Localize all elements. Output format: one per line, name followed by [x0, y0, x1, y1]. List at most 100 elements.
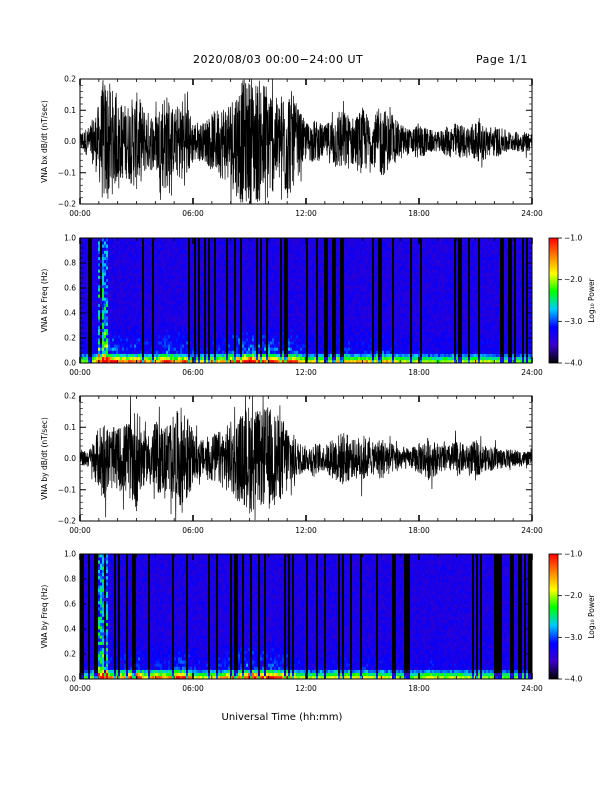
spectrogram-cell	[256, 341, 259, 345]
spectrogram-cell	[180, 359, 183, 364]
spectrogram-cell	[226, 306, 229, 311]
spectrogram-cell	[278, 238, 281, 242]
spectrogram-cell	[284, 253, 287, 258]
spectrogram-cell	[162, 331, 165, 336]
spectrogram-cell	[256, 269, 259, 273]
spectrogram-cell	[262, 341, 265, 345]
spectrogram-cell	[280, 284, 283, 289]
spectrogram-cell	[116, 347, 119, 351]
spectrogram-cell	[294, 250, 297, 254]
spectrogram-cell	[214, 291, 217, 295]
spectrogram-cell	[96, 253, 99, 258]
spectrogram-cell	[160, 250, 163, 254]
spectrogram-cell	[290, 241, 293, 245]
spectrogram-cell	[310, 322, 313, 326]
spectrogram-cell	[298, 306, 301, 311]
spectrogram-cell	[278, 244, 281, 248]
spectrogram-cell	[286, 278, 289, 283]
spectrogram-cell	[142, 313, 145, 317]
spectrogram-cell	[200, 253, 203, 258]
spectrogram-cell	[226, 297, 229, 301]
spectrogram-cell	[154, 297, 157, 301]
spectrogram-cell	[162, 247, 165, 251]
spectrogram-cell	[200, 306, 203, 311]
spectrogram-cell	[194, 328, 197, 333]
spectrogram-cell	[82, 306, 85, 311]
spectrogram-cell	[210, 338, 213, 342]
spectrogram-cell	[250, 263, 253, 267]
spectrogram-cell	[176, 316, 179, 320]
spectrogram-cell	[236, 284, 239, 289]
spectrogram-cell	[104, 338, 107, 342]
spectrogram-cell	[270, 313, 273, 317]
spectrogram-cell	[86, 278, 89, 283]
spectrogram-cell	[108, 347, 111, 351]
spectrogram-cell	[278, 325, 281, 329]
spectrogram-cell	[270, 284, 273, 289]
spectrogram-cell	[92, 272, 95, 276]
spectrogram-cell	[174, 331, 177, 336]
spectrogram-cell	[302, 288, 305, 292]
spectrogram-cell	[196, 259, 199, 264]
spectrogram-cell	[204, 294, 207, 298]
spectrogram-cell	[228, 253, 231, 258]
spectrogram-cell	[282, 341, 285, 345]
spectrogram-cell	[258, 338, 261, 342]
spectrogram-cell	[294, 281, 297, 286]
spectrogram-cell	[236, 244, 239, 248]
spectrogram-cell	[138, 350, 141, 354]
spectrogram-cell	[164, 300, 167, 304]
spectrogram-cell	[136, 238, 139, 242]
spectrogram-cell	[196, 325, 199, 329]
spectrogram-cell	[214, 359, 217, 364]
spectrogram-cell	[108, 266, 111, 270]
spectrogram-cell	[150, 250, 153, 254]
spectrogram-cell	[88, 238, 91, 242]
spectrogram-cell	[312, 238, 315, 242]
spectrogram-cell	[312, 309, 315, 314]
spectrogram-cell	[266, 353, 269, 358]
spectrogram-cell	[134, 281, 137, 286]
spectrogram-cell	[148, 300, 151, 304]
spectrogram-cell	[186, 309, 189, 314]
spectrogram-cell	[250, 350, 253, 354]
spectrogram-cell	[200, 356, 203, 361]
spectrogram-cell	[270, 309, 273, 314]
spectrogram-cell	[288, 247, 291, 251]
spectrogram-cell	[224, 334, 227, 339]
spectrogram-cell	[226, 303, 229, 308]
spectrogram-cell	[210, 272, 213, 276]
spectrogram-cell	[228, 313, 231, 317]
spectrogram-cell	[268, 275, 271, 279]
spectrogram-cell	[280, 353, 283, 358]
spectrogram-cell	[126, 328, 129, 333]
spectrogram-cell	[214, 303, 217, 308]
spectrogram-cell	[112, 281, 115, 286]
spectrogram-cell	[160, 266, 163, 270]
spectrogram-cell	[214, 241, 217, 245]
spectrogram-cell	[278, 288, 281, 292]
spectrogram-cell	[268, 359, 271, 364]
spectrogram-cell	[100, 300, 103, 304]
spectrogram-cell	[316, 350, 319, 354]
spectrogram-cell	[140, 250, 143, 254]
spectrogram-cell	[258, 356, 261, 361]
spectrogram-cell	[86, 300, 89, 304]
spectrogram-cell	[304, 331, 307, 336]
spectrogram-cell	[258, 309, 261, 314]
spectrogram-cell	[278, 266, 281, 270]
spectrogram-cell	[256, 259, 259, 264]
spectrogram-cell	[318, 269, 321, 273]
spectrogram-cell	[286, 259, 289, 264]
spectrogram-cell	[248, 288, 251, 292]
spectrogram-cell	[106, 328, 109, 333]
spectrogram-cell	[176, 331, 179, 336]
spectrogram-cell	[172, 288, 175, 292]
spectrogram-cell	[220, 341, 223, 345]
spectrogram-cell	[136, 309, 139, 314]
spectrogram-cell	[150, 297, 153, 301]
spectrogram-cell	[152, 331, 155, 336]
spectrogram-cell	[114, 313, 117, 317]
spectrogram-cell	[286, 356, 289, 361]
spectrogram-cell	[316, 319, 319, 323]
